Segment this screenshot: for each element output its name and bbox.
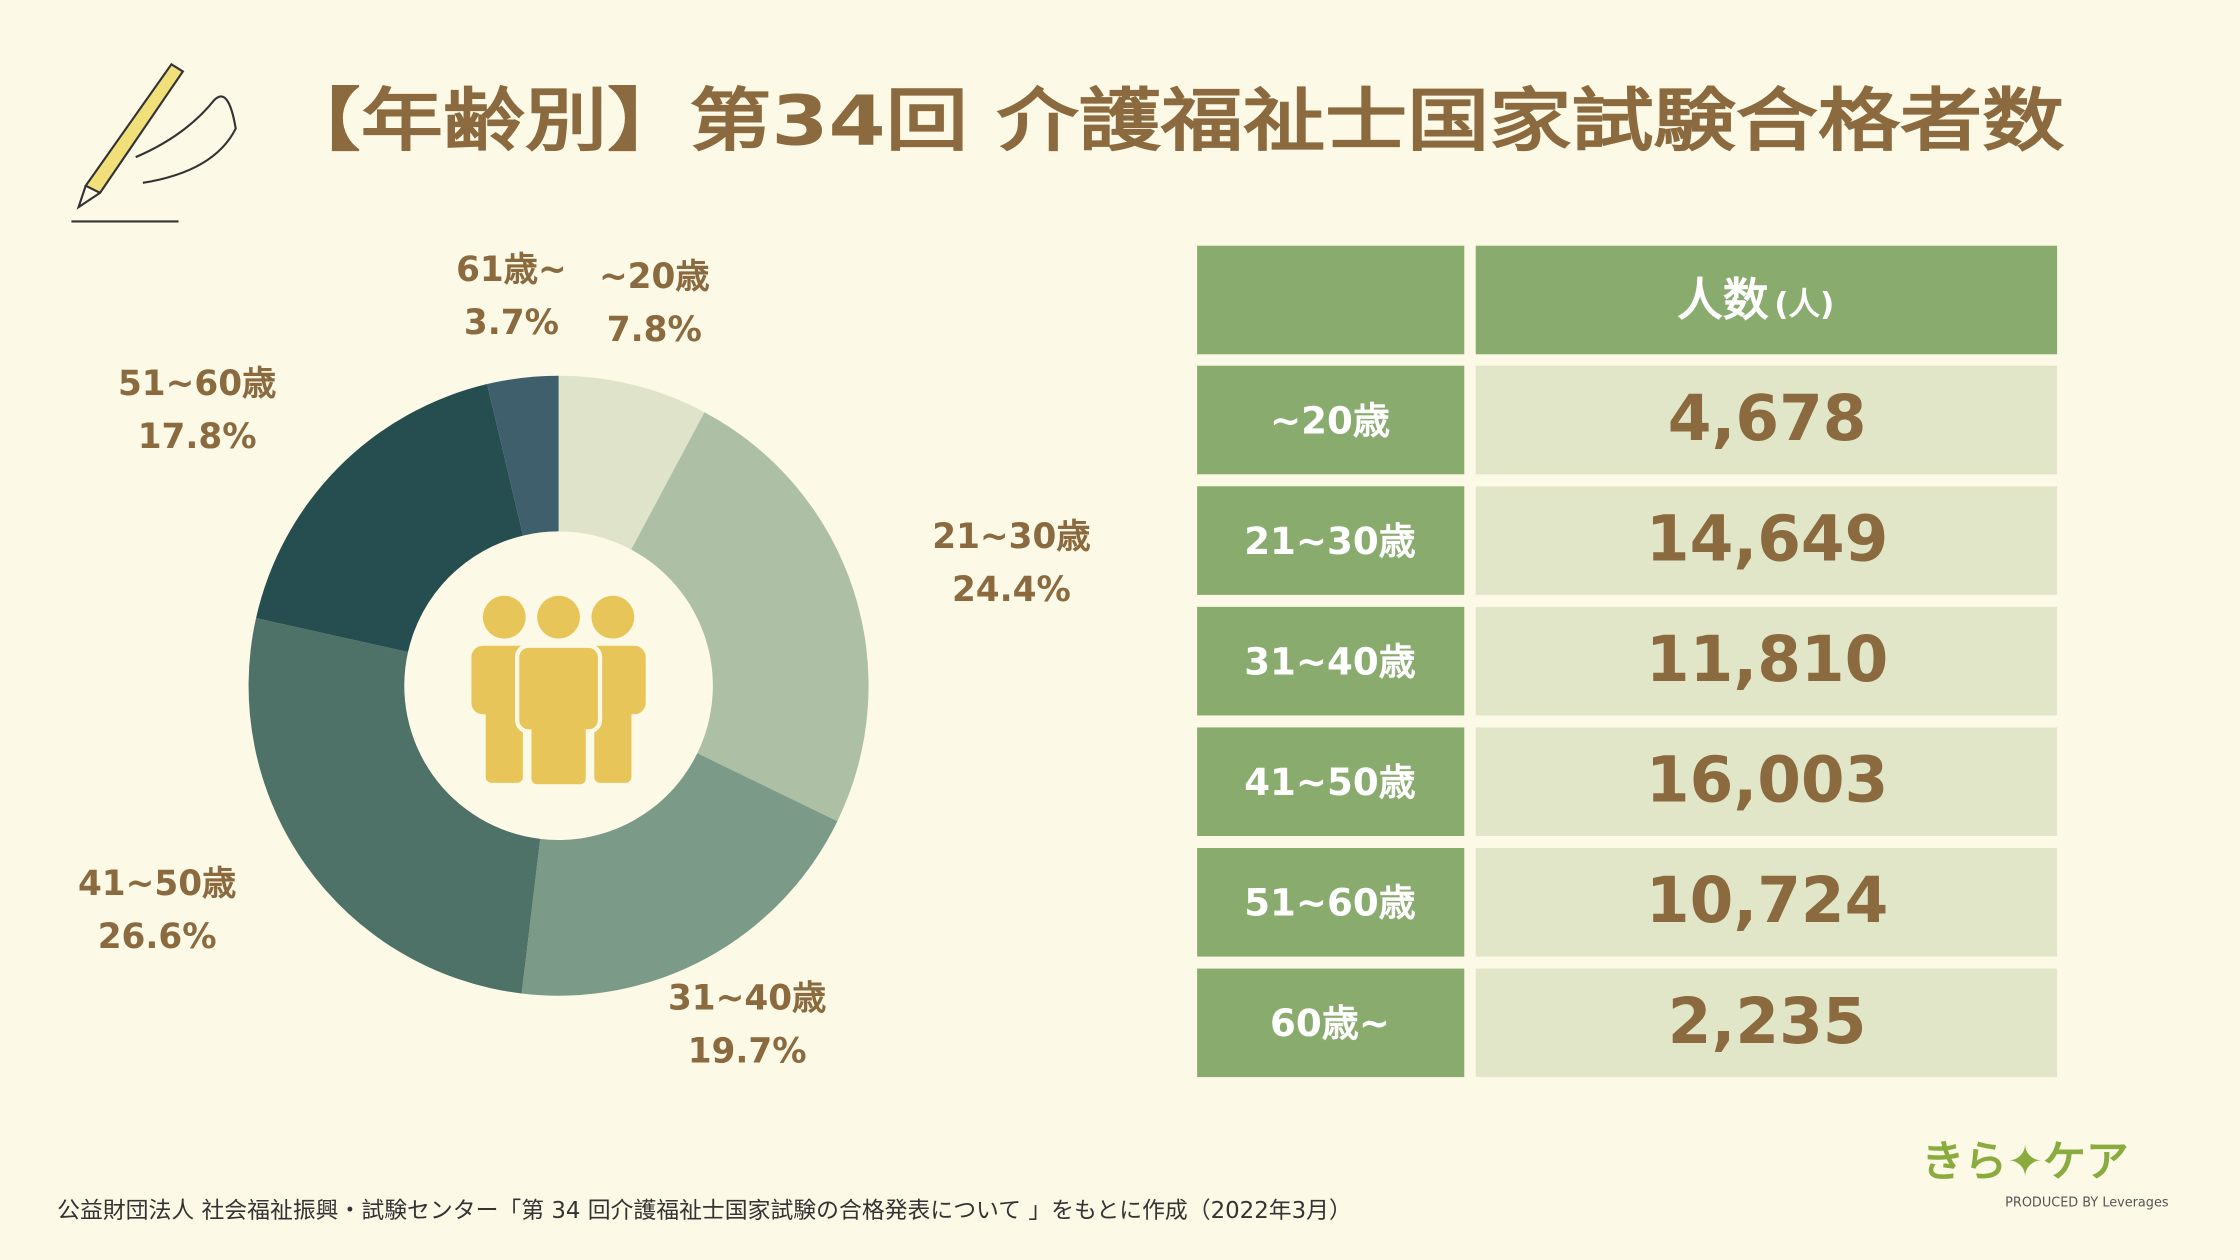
table: 人数 (人) ~20歳 4,678 21~30歳 14,649 31~40歳 11,810… xyxy=(1197,245,2058,1078)
header-cell xyxy=(1197,245,1465,355)
value-cell xyxy=(1475,365,2058,475)
donut-slice xyxy=(248,618,541,994)
donut-slice xyxy=(487,375,559,536)
row-header-cell xyxy=(1197,606,1465,716)
donut-slice xyxy=(631,412,869,822)
slice-category: 61歳~ xyxy=(456,250,567,290)
slice-percent: 24.4% xyxy=(952,570,1071,610)
row-value: 16,003 xyxy=(1646,744,1889,817)
value-cell xyxy=(1475,727,2058,836)
donut-slice xyxy=(521,753,838,996)
footnote: 公益財団法人 社会福祉振興・試験センター「第 34 回介護福祉士国家試験の合格発… xyxy=(57,1198,1352,1224)
slice-category: ~20歳 xyxy=(599,257,710,297)
row-label: 51~60歳 xyxy=(1244,882,1416,925)
value-cell xyxy=(1475,968,2058,1078)
row-label: 31~40歳 xyxy=(1244,641,1416,684)
row-header-cell xyxy=(1197,365,1465,475)
value-cell xyxy=(1475,486,2058,595)
value-cell xyxy=(1475,847,2058,957)
donut-chart: ~20歳 7.8% 21~30歳 24.4% 31~40歳 19.7% 41~50歳 26.6… xyxy=(78,250,1091,1071)
slice-category: 41~50歳 xyxy=(78,864,236,904)
header-unit: (人) xyxy=(1774,287,1834,323)
title: 【年齢別】第34回 介護福祉士国家試験合格者数 xyxy=(279,82,2065,162)
people-icon xyxy=(471,595,646,785)
row-header-cell xyxy=(1197,847,1465,957)
slice-percent: 7.8% xyxy=(607,310,702,350)
row-label: ~20歳 xyxy=(1270,399,1390,442)
header-label: 人数 xyxy=(1677,273,1769,326)
row-value: 4,678 xyxy=(1668,382,1867,455)
row-header-cell xyxy=(1197,968,1465,1078)
row-value: 11,810 xyxy=(1646,623,1889,696)
donut-slice xyxy=(256,384,524,653)
row-header-cell xyxy=(1197,727,1465,836)
pencil-icon xyxy=(71,62,237,223)
donut-slice xyxy=(558,375,705,550)
row-value: 2,235 xyxy=(1668,985,1867,1058)
row-value: 14,649 xyxy=(1646,503,1889,576)
row-label: 41~50歳 xyxy=(1244,761,1416,804)
header-cell xyxy=(1475,245,2058,355)
logo: きら✦ケア xyxy=(1921,1137,2128,1187)
slice-percent: 17.8% xyxy=(138,417,257,457)
slice-percent: 3.7% xyxy=(464,303,559,343)
slice-percent: 26.6% xyxy=(98,917,217,957)
row-label: 60歳~ xyxy=(1270,1002,1390,1045)
row-header-cell xyxy=(1197,486,1465,595)
logo-credit: PRODUCED BY Leverages xyxy=(2005,1195,2169,1210)
slice-category: 21~30歳 xyxy=(932,517,1090,557)
slice-category: 31~40歳 xyxy=(668,979,826,1019)
value-cell xyxy=(1475,606,2058,716)
slice-percent: 19.7% xyxy=(688,1031,807,1071)
row-label: 21~30歳 xyxy=(1244,520,1416,563)
row-value: 10,724 xyxy=(1646,864,1889,937)
slice-category: 51~60歳 xyxy=(118,364,276,404)
